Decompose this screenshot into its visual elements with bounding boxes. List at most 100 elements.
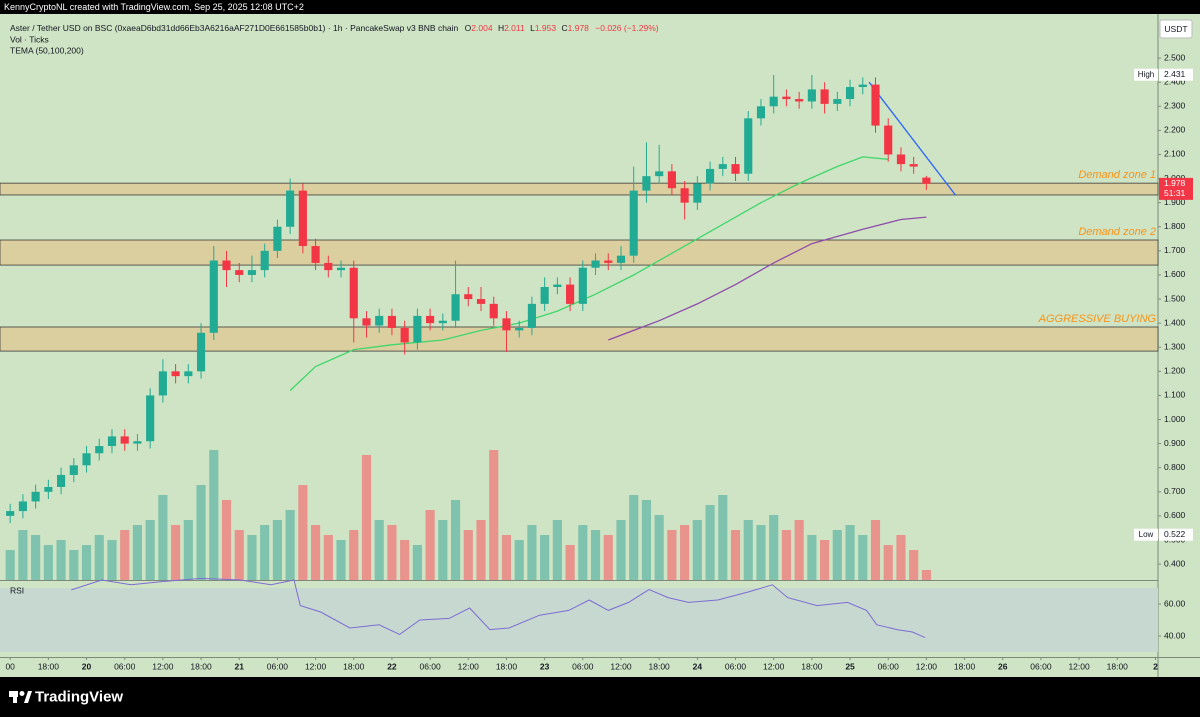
rsi-band	[0, 588, 1158, 653]
volume-bar	[323, 535, 333, 580]
axes: 0.4000.5000.6000.7000.8000.9001.0001.100…	[5, 52, 1193, 671]
candle-body	[629, 190, 638, 256]
candle-body	[718, 164, 727, 169]
badge-value: 2.431	[1164, 69, 1186, 79]
indicator-line	[608, 216, 927, 341]
symbol: Aster / Tether USD on BSC (0xaeaD6bd31dd…	[10, 23, 459, 33]
candle-body	[527, 303, 536, 328]
footer	[0, 677, 1200, 717]
candle-body	[922, 177, 931, 184]
candle-body	[235, 270, 244, 275]
x-tick-label: 00	[5, 661, 15, 671]
badge-label: Low	[1139, 530, 1154, 539]
volume-bar	[820, 540, 830, 580]
volume-bar	[883, 545, 893, 580]
volume-bar	[311, 525, 321, 580]
volume-bar	[667, 530, 677, 580]
volume-bar	[603, 535, 613, 580]
x-tick-label: 26	[998, 661, 1008, 671]
l-value: 1.953	[535, 23, 557, 33]
x-tick-label: 24	[693, 661, 703, 671]
volume-bar	[94, 535, 104, 580]
x-tick-label: 06:00	[1030, 661, 1052, 671]
y-tick-label: 1.000	[1164, 414, 1186, 424]
candle-body	[680, 188, 689, 203]
volume-bar	[43, 545, 53, 580]
l-label: L	[530, 23, 535, 33]
volume-bar	[769, 515, 779, 580]
candle-body	[884, 125, 893, 155]
author: KennyCryptoNL created with TradingView.c…	[4, 2, 304, 12]
x-tick-label: 06:00	[725, 661, 747, 671]
x-tick-label: 12:00	[916, 661, 938, 671]
currency[interactable]: USDT	[1164, 24, 1187, 34]
candle-body	[69, 465, 78, 475]
x-tick-label: 12:00	[763, 661, 785, 671]
rsi-tick-label: 60.00	[1164, 598, 1186, 608]
y-tick-label: 2.100	[1164, 149, 1186, 159]
volume-bar	[794, 520, 804, 580]
candle-body	[44, 486, 53, 492]
candle-body	[820, 89, 829, 104]
candles	[6, 74, 931, 524]
candle-body	[6, 511, 15, 516]
volume-bar	[756, 525, 766, 580]
y-tick-label: 1.300	[1164, 341, 1186, 351]
volume-bar	[514, 540, 524, 580]
o-value: 2.004	[471, 23, 493, 33]
volume-bar	[81, 545, 92, 580]
candle-body	[489, 303, 498, 319]
candle-body	[642, 176, 651, 191]
volume-bar	[705, 505, 715, 580]
x-tick-label: 18:00	[801, 661, 823, 671]
volume-bar	[921, 570, 931, 580]
candle-body	[184, 371, 193, 377]
volume-bar	[807, 535, 817, 580]
badge-label: High	[1138, 70, 1154, 79]
volume-bar	[387, 525, 397, 580]
candle-body	[209, 260, 218, 333]
x-tick-label: 21	[235, 661, 245, 671]
x-tick-label: 06:00	[267, 661, 289, 671]
x-tick-label: 18:00	[190, 661, 212, 671]
tema-label: TEMA (50,100,200)	[10, 45, 84, 55]
candle-body	[362, 318, 371, 326]
volume-bar	[272, 520, 282, 580]
volume-bar	[527, 525, 537, 580]
brand: TradingView	[35, 688, 123, 705]
y-tick-label: 2.300	[1164, 101, 1186, 111]
candle-body	[451, 294, 460, 321]
x-tick-label: 12:00	[305, 661, 327, 671]
candle-body	[731, 164, 740, 174]
y-tick-label: 1.600	[1164, 269, 1186, 279]
volume-bar	[285, 510, 295, 580]
candle-body	[273, 226, 282, 251]
currency-box[interactable]	[1159, 19, 1193, 39]
y-tick-label: 0.700	[1164, 486, 1186, 496]
candle-body	[247, 270, 257, 275]
x-tick-label: 06:00	[114, 661, 136, 671]
volume-bar	[18, 530, 28, 580]
candle-body	[311, 246, 320, 263]
y-tick-label: 2.400	[1164, 76, 1186, 86]
legend-symbol: Aster / Tether USD on BSC (0xaeaD6bd31dd…	[10, 23, 659, 33]
rsi-line	[71, 577, 926, 639]
volume-bar	[578, 525, 588, 580]
volume-bar	[209, 450, 219, 580]
y-tick-label: 1.500	[1164, 293, 1186, 303]
candle-body	[82, 453, 91, 466]
candle-body	[502, 318, 511, 331]
volume-label: Vol · Ticks	[10, 34, 49, 44]
x-tick-label: 12:00	[1068, 661, 1090, 671]
candle-body	[426, 315, 435, 324]
h-label: H	[498, 23, 504, 33]
rsi-pane: 60.00 40.00	[0, 577, 1186, 653]
last-price-box	[1159, 177, 1193, 200]
candle-body	[756, 106, 766, 119]
h-value: 2.011	[504, 23, 525, 33]
volume-bar	[145, 520, 155, 580]
volume-bar	[552, 520, 562, 580]
candle-body	[349, 267, 358, 319]
candle-body	[604, 260, 613, 263]
